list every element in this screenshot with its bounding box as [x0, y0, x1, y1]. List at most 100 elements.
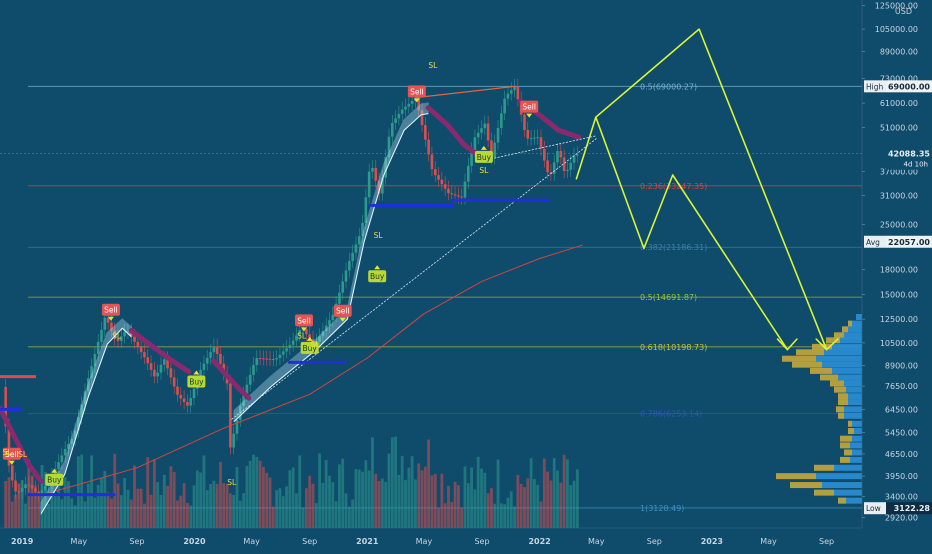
price-tag: Avg 22057.00 [864, 235, 932, 248]
volume-bar [400, 455, 404, 528]
x-tick-label: 2023 [701, 537, 723, 546]
candle-body [63, 448, 67, 456]
x-tick-label: Sep [647, 537, 662, 546]
profile-bar-up [846, 497, 862, 504]
candle-body [450, 193, 454, 195]
profile-bar-down [838, 393, 848, 400]
volume-bar [113, 453, 117, 528]
fib-level-label: 1(3128.49) [640, 504, 684, 513]
profile-bar-up [844, 412, 862, 419]
volume-bar [443, 503, 447, 528]
band-dark-line [0, 405, 44, 484]
volume-bar [390, 437, 394, 528]
profile-bar-up [852, 320, 862, 327]
fib-level-label: 0.5(14691.87) [640, 293, 697, 302]
candle-body [486, 123, 490, 141]
profile-bar-down [830, 380, 844, 387]
signal-arrow [306, 336, 313, 341]
volume-bar [301, 507, 305, 528]
profile-bar-up [844, 380, 862, 387]
candle-body [500, 113, 503, 128]
sl-label: SL [479, 166, 489, 175]
profile-bar-up [848, 399, 862, 406]
profile-bar-up [832, 343, 862, 350]
volume-bar [116, 483, 120, 528]
volume-bar [288, 470, 292, 528]
profile-bar-down [834, 386, 846, 393]
candle-body [77, 417, 80, 431]
sl-label: SL [18, 450, 28, 459]
profile-bar-up [850, 442, 862, 449]
sell-label: Sell [104, 306, 118, 315]
volume-bar [242, 493, 245, 528]
candle-body [285, 348, 288, 352]
volume-bar [271, 506, 275, 528]
candle-body [90, 366, 93, 379]
volume-bar [278, 488, 282, 528]
volume-bar [212, 480, 216, 528]
volume-bar [304, 488, 308, 528]
volume-bar [76, 456, 80, 528]
price-tag-value: 42088.35 [888, 150, 930, 159]
x-tick-label: May [243, 537, 260, 546]
volume-bar [463, 466, 467, 528]
volume-bar [328, 475, 331, 528]
volume-bar [235, 467, 239, 528]
candle-body [179, 394, 183, 399]
signal-arrow [301, 327, 308, 332]
buy-badge [474, 150, 493, 163]
candle-body [473, 137, 477, 150]
candle-body [156, 372, 159, 377]
volume-bar [205, 490, 209, 528]
candle-body [288, 344, 292, 349]
profile-bar-up [846, 386, 862, 393]
volume-bar [351, 499, 355, 528]
profile-bar-up [852, 420, 862, 427]
volume-bar [90, 455, 93, 528]
y-tick-label: 3400.00 [885, 493, 918, 502]
buy-signal: Buy [45, 468, 64, 486]
candle-body [255, 358, 259, 366]
y-tick-label: 89000.00 [880, 48, 918, 57]
candle-body [433, 169, 437, 176]
volume-bar [529, 458, 533, 528]
candle-body [390, 122, 394, 137]
candle-body [126, 331, 130, 333]
profile-bar-down [838, 412, 844, 419]
buy-label: Buy [370, 272, 385, 281]
volume-bar [53, 495, 57, 528]
volume-profile [776, 313, 862, 504]
y-tick-label: 8900.00 [885, 361, 918, 370]
candle-body [10, 465, 14, 481]
candle-body [103, 317, 107, 330]
projection-line [575, 116, 789, 351]
fib-level-label: 0.786(6253.14) [640, 410, 702, 419]
volume-bar [440, 473, 444, 528]
candle-body [30, 485, 34, 489]
profile-bar-up [840, 337, 862, 344]
volume-bar [516, 474, 520, 528]
price-tag-label-bg [864, 502, 886, 515]
sell-signal: Sell [333, 304, 352, 322]
signal-arrow [480, 145, 487, 150]
candle-body [400, 109, 404, 114]
volume-bar [152, 459, 156, 528]
price-tag-value: 3122.28 [894, 504, 931, 513]
volume-bar [295, 493, 298, 528]
volume-bar [24, 503, 27, 528]
volume-bar [542, 458, 546, 528]
volume-bar [453, 481, 457, 528]
candle-body [331, 314, 335, 321]
volume-bar [569, 485, 573, 528]
sell-signal: Sell [2, 447, 21, 465]
volume-bar [532, 478, 536, 528]
candle-body [275, 358, 278, 360]
volume-bar [50, 480, 54, 528]
candle-body [205, 357, 209, 364]
volume-bar [470, 467, 473, 528]
y-tick-label: 125000.00 [875, 1, 918, 10]
volume-bar [192, 485, 196, 528]
y-tick-label: 61000.00 [880, 99, 918, 108]
